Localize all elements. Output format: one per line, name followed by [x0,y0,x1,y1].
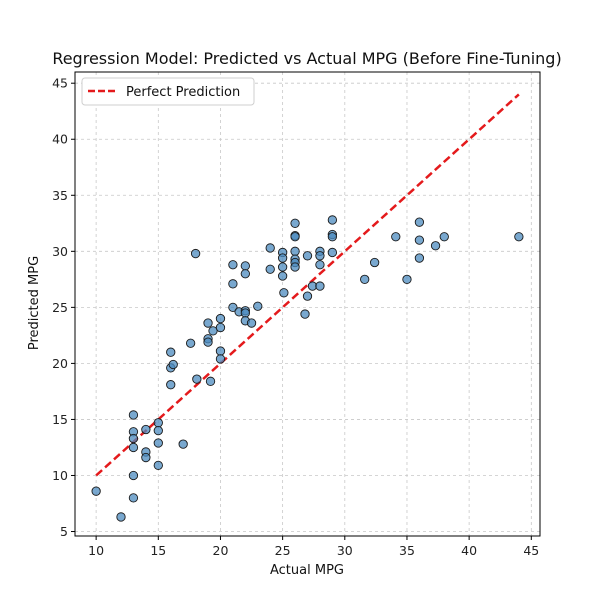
y-tick-label-20: 20 [52,356,68,371]
data-point-8 [141,424,151,435]
vertical-gridlines [95,72,532,536]
legend: Perfect Prediction [81,77,255,106]
data-point-77 [439,232,449,242]
data-point-18 [166,380,176,390]
data-point-20 [185,338,196,348]
data-point-14 [153,460,163,471]
y-tick-label-30: 30 [52,244,68,259]
data-point-52 [290,232,300,242]
data-point-67 [327,232,338,242]
data-point-53 [290,246,300,256]
data-point-46 [277,253,288,263]
y-axis-label: Predicted MPG [27,256,42,350]
data-point-21 [190,248,201,259]
data-point-58 [302,251,313,261]
data-point-11 [153,418,163,428]
y-tick-label-15: 15 [52,412,68,427]
data-point-31 [215,354,226,364]
data-point-72 [402,274,412,284]
data-point-36 [240,261,250,271]
data-point-6 [128,470,139,481]
data-point-33 [228,279,238,289]
x-tick-label-35: 35 [399,543,415,558]
legend-label-perfect-prediction: Perfect Prediction [126,85,240,100]
data-point-63 [315,260,325,270]
data-point-15 [166,347,176,357]
y-tick-label-35: 35 [52,188,68,203]
data-point-23 [203,318,213,328]
y-tick-label-5: 5 [60,524,68,539]
data-point-70 [369,257,380,268]
data-point-71 [391,232,401,242]
data-point-64 [315,281,325,291]
data-point-22 [192,374,202,384]
data-point-13 [153,438,163,448]
y-tick-label-25: 25 [52,300,68,315]
data-point-56 [290,262,300,272]
data-point-34 [228,302,238,313]
data-point-27 [208,326,218,336]
data-point-0 [91,486,101,496]
data-point-49 [279,288,289,298]
data-point-29 [215,322,226,333]
data-point-12 [153,425,163,436]
legend-box [81,77,255,106]
x-tick-label-10: 10 [88,543,104,558]
data-point-41 [246,318,257,328]
data-point-2 [128,410,139,420]
data-point-1 [116,512,126,522]
data-point-68 [327,247,338,258]
data-point-28 [215,313,226,324]
data-point-7 [128,493,139,503]
data-point-57 [300,309,310,319]
data-point-69 [360,274,370,284]
data-point-17 [168,359,178,370]
horizontal-gridlines [75,82,540,532]
data-point-44 [265,264,275,274]
y-tick-label-45: 45 [52,76,68,91]
y-tick-label-10: 10 [52,468,68,483]
data-point-65 [327,215,338,225]
data-point-62 [315,251,325,261]
data-point-74 [414,235,425,245]
data-point-48 [277,271,288,281]
data-point-26 [205,376,216,386]
data-point-78 [514,232,524,242]
data-point-50 [290,218,300,228]
data-point-42 [253,301,263,311]
data-point-10 [141,452,151,463]
x-axis-label: Actual MPG [270,563,344,578]
data-point-30 [215,346,226,356]
data-point-37 [240,269,250,279]
data-point-25 [203,337,213,347]
x-tick-label-15: 15 [150,543,166,558]
data-point-59 [302,291,313,301]
grid-layer [75,72,540,536]
perfect-prediction-series [95,93,520,477]
y-axis: 5 10 15 20 25 30 35 40 45 [52,76,75,539]
scatter-series [91,215,524,522]
x-axis: 10 15 20 25 30 35 40 45 [88,536,539,558]
y-tick-label-40: 40 [52,132,68,147]
x-tick-label-30: 30 [337,543,353,558]
data-point-47 [277,262,288,272]
plot-frame [74,71,541,537]
data-point-32 [228,260,238,270]
data-point-39 [240,308,250,318]
data-point-43 [265,243,275,253]
data-point-75 [414,253,425,263]
x-tick-label-40: 40 [461,543,477,558]
data-point-5 [128,442,139,453]
data-point-19 [178,439,188,449]
data-point-76 [430,241,441,251]
data-point-4 [128,433,139,444]
perfect-prediction-line [95,93,520,477]
chart-title: Regression Model: Predicted vs Actual MP… [52,49,561,68]
data-point-73 [414,217,425,227]
x-tick-label-25: 25 [275,543,291,558]
x-tick-label-20: 20 [213,543,229,558]
x-tick-label-45: 45 [523,543,539,558]
